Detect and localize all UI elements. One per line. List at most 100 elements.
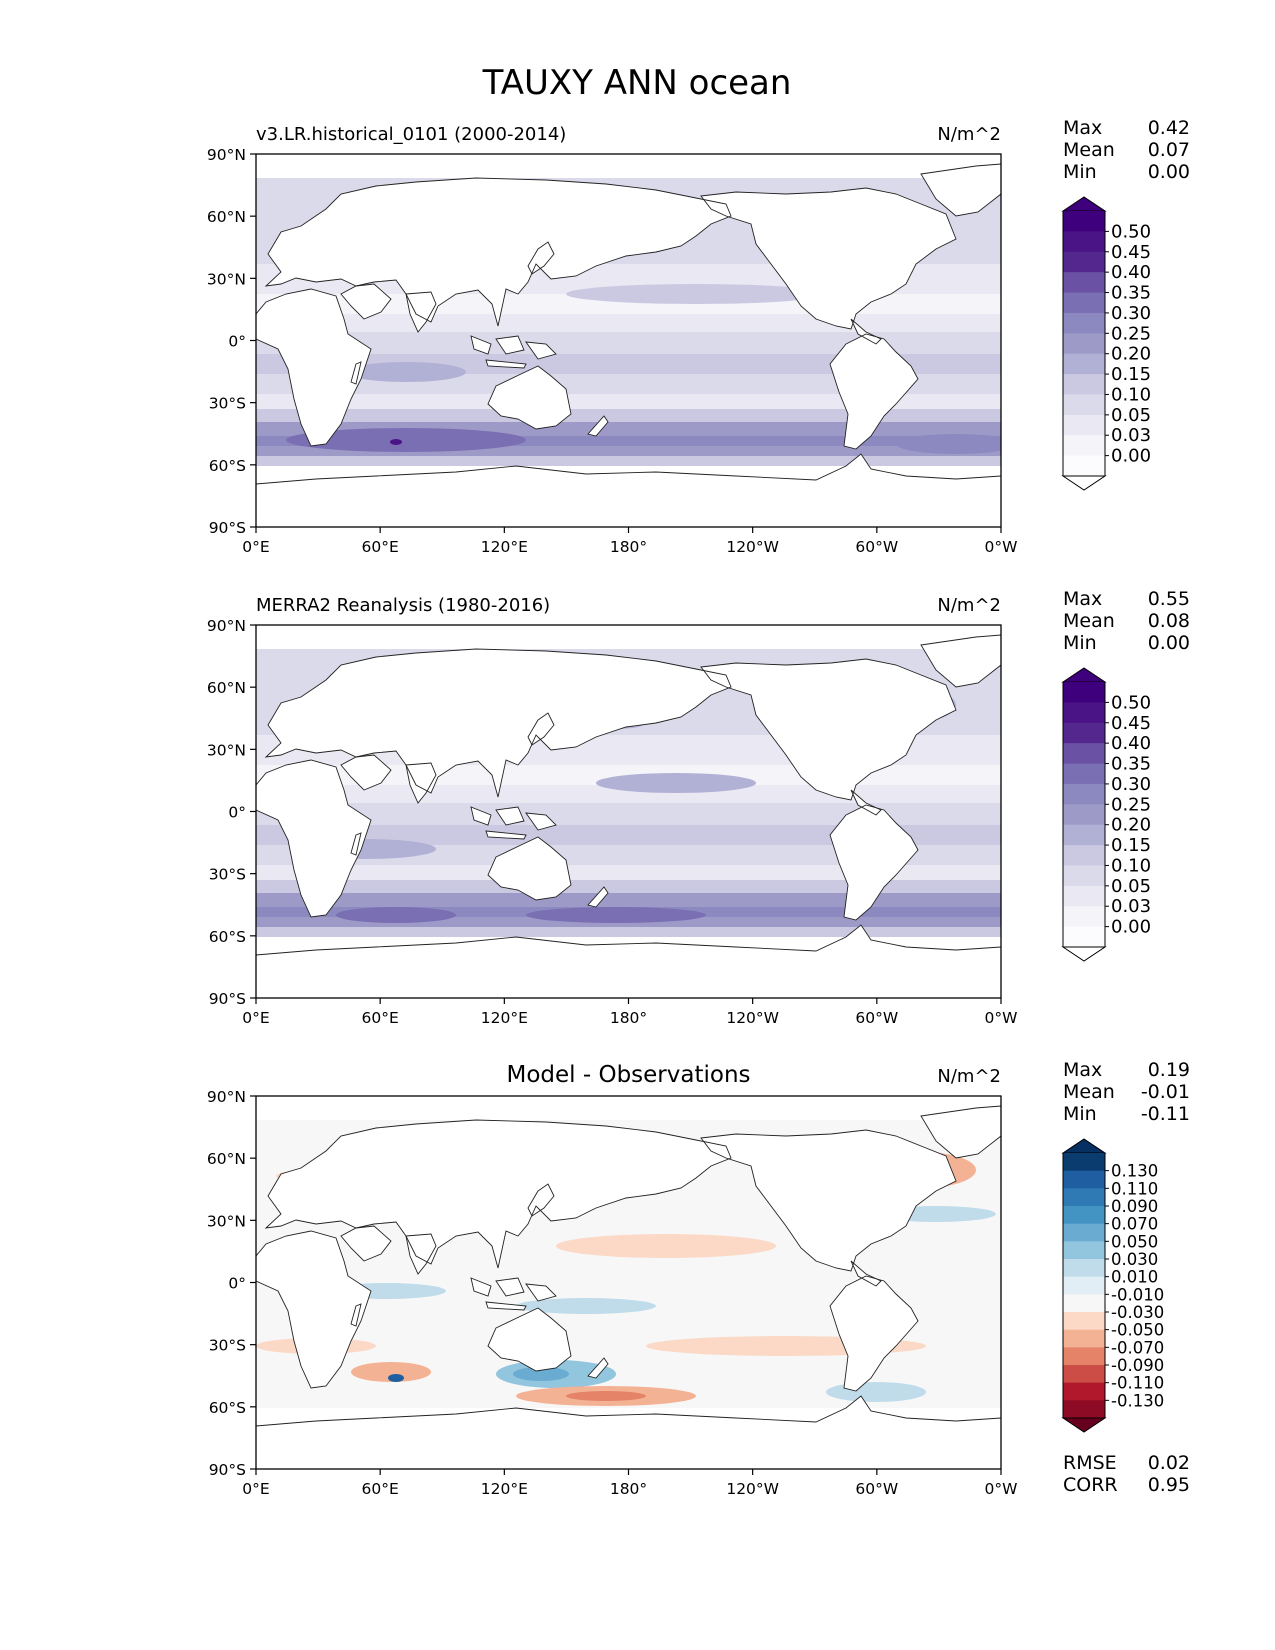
lat-tick-label: 30°N — [207, 1212, 246, 1230]
colorbar-tick-label: 0.20 — [1111, 344, 1151, 365]
lon-tick-label: 120°E — [481, 1009, 528, 1027]
lon-tick-label: 120°W — [726, 1480, 779, 1498]
colorbar-swatch — [1063, 885, 1105, 907]
lon-tick-label: 120°W — [726, 538, 779, 556]
colorbar-outline — [1062, 682, 1106, 947]
lat-tick-label: 30°N — [207, 270, 246, 288]
colorbar-tick-label: 0.010 — [1111, 1268, 1158, 1287]
colorbar-tick-label: 0.50 — [1111, 221, 1151, 242]
colorbar-tick-label: 0.070 — [1111, 1215, 1158, 1234]
colorbar-tick-label: 0.03 — [1111, 425, 1151, 446]
colorbar-swatch — [1063, 353, 1105, 375]
ocean-field-anomaly — [286, 428, 526, 452]
map-plot — [256, 625, 1001, 998]
stat-value: 0.08 — [1148, 610, 1190, 632]
colorbar-swatch — [1063, 1276, 1105, 1295]
ocean-field-anomaly — [516, 1298, 656, 1314]
lon-tick-label: 120°W — [726, 1009, 779, 1027]
colorbar-tick-label: 0.05 — [1111, 876, 1151, 897]
ocean-field-anomaly — [336, 907, 456, 923]
colorbar-tick-label: 0.30 — [1111, 774, 1151, 795]
map-plot — [256, 1096, 1001, 1469]
map-plot — [256, 154, 1001, 527]
ocean-field-band — [256, 332, 1001, 354]
stat-value: 0.00 — [1148, 632, 1190, 654]
panel-title-left: v3.LR.historical_0101 (2000-2014) — [256, 124, 566, 145]
colorbar-tick-label: -0.050 — [1111, 1321, 1164, 1340]
lon-tick-label: 0°W — [985, 1009, 1018, 1027]
lat-tick-label: 30°N — [207, 741, 246, 759]
colorbar-swatch — [1063, 333, 1105, 355]
lon-tick-label: 60°E — [362, 1480, 399, 1498]
colorbar-tick-label: 0.10 — [1111, 855, 1151, 876]
lat-tick-label: 0° — [228, 1275, 246, 1293]
colorbar-tick-label: -0.090 — [1111, 1356, 1164, 1375]
colorbar-swatch — [1063, 394, 1105, 416]
no-data-north — [256, 154, 1001, 178]
metric-label: RMSE — [1063, 1452, 1117, 1474]
colorbar-swatch — [1063, 1153, 1105, 1172]
ocean-field-band — [256, 845, 1001, 865]
colorbar-swatch — [1063, 272, 1105, 294]
lat-tick-label: 0° — [228, 333, 246, 351]
colorbar-swatch — [1063, 231, 1105, 253]
colorbar-tick-label: 0.15 — [1111, 835, 1151, 856]
colorbar-swatch — [1063, 1347, 1105, 1366]
colorbar-swatch — [1063, 743, 1105, 765]
lat-tick-label: 60°N — [207, 1150, 246, 1168]
panel-title-center: Model - Observations — [506, 1062, 750, 1088]
lat-tick-label: 30°S — [209, 1337, 246, 1355]
colorbar-swatch — [1063, 783, 1105, 805]
lat-tick-label: 0° — [228, 804, 246, 822]
ocean-field-band — [256, 865, 1001, 880]
ocean-field-band — [256, 880, 1001, 893]
colorbar-tick-label: 0.45 — [1111, 242, 1151, 263]
colorbar-tick-label: 0.40 — [1111, 733, 1151, 754]
stat-value: 0.42 — [1148, 117, 1190, 139]
colorbar-swatch — [1063, 1382, 1105, 1401]
lon-tick-label: 0°W — [985, 1480, 1018, 1498]
metric-value: 0.02 — [1148, 1452, 1190, 1474]
stat-value: 0.55 — [1148, 588, 1190, 610]
stat-value: -0.11 — [1141, 1103, 1190, 1125]
lat-tick-label: 30°S — [209, 395, 246, 413]
stat-label: Min — [1063, 161, 1097, 183]
colorbar-swatch — [1063, 312, 1105, 334]
colorbar-extend-min — [1061, 475, 1107, 491]
colorbar-swatch — [1063, 1294, 1105, 1313]
figure-title: TAUXY ANN ocean — [482, 63, 792, 103]
colorbar-swatch — [1063, 1241, 1105, 1260]
lon-tick-label: 180° — [610, 1009, 647, 1027]
colorbar-swatch — [1063, 1188, 1105, 1207]
colorbar-tick-label: 0.35 — [1111, 754, 1151, 775]
metric-label: CORR — [1063, 1474, 1118, 1496]
stat-label: Min — [1063, 1103, 1097, 1125]
stat-value: 0.19 — [1148, 1059, 1190, 1081]
colorbar-swatch — [1063, 211, 1105, 232]
lon-tick-label: 180° — [610, 1480, 647, 1498]
lon-tick-label: 60°W — [855, 1009, 898, 1027]
ocean-field-band — [256, 394, 1001, 409]
colorbar-outline — [1062, 211, 1106, 476]
colorbar-tick-label: -0.130 — [1111, 1391, 1164, 1410]
stat-label: Max — [1063, 1059, 1102, 1081]
lat-tick-label: 60°S — [209, 928, 246, 946]
colorbar-tick-label: 0.00 — [1111, 446, 1151, 467]
no-data-north — [256, 1096, 1001, 1120]
colorbar-tick-label: 0.25 — [1111, 323, 1151, 344]
colorbar-tick-label: 0.45 — [1111, 713, 1151, 734]
panels-container: v3.LR.historical_0101 (2000-2014) N/m^2 90… — [207, 117, 1190, 1498]
ocean-field-anomaly — [351, 1362, 431, 1382]
panel-title-left: MERRA2 Reanalysis (1980-2016) — [256, 595, 550, 616]
colorbar-tick-label: 0.00 — [1111, 917, 1151, 938]
colorbar-tick-label: 0.30 — [1111, 303, 1151, 324]
map-panel-reference: MERRA2 Reanalysis (1980-2016) N/m^2 90°N 60… — [207, 588, 1190, 1027]
colorbar-swatch — [1063, 1259, 1105, 1278]
stat-value: 0.00 — [1148, 161, 1190, 183]
ocean-field-anomaly — [390, 439, 402, 445]
ocean-field-band — [256, 456, 1001, 466]
lon-tick-label: 0°W — [985, 538, 1018, 556]
ocean-field-anomaly — [526, 907, 706, 923]
lon-tick-label: 60°W — [855, 1480, 898, 1498]
lat-tick-label: 90°N — [207, 617, 246, 635]
